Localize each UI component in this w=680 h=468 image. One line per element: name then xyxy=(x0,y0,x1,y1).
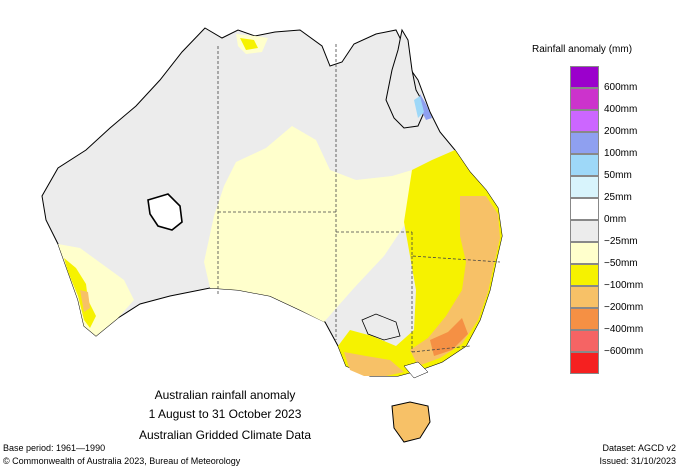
base-period: Base period: 1961—1990 xyxy=(3,443,106,453)
legend-label: −400mm xyxy=(604,324,644,335)
legend-label: −600mm xyxy=(604,346,644,357)
legend-label: −100mm xyxy=(604,280,644,291)
legend-swatch xyxy=(570,176,599,198)
legend-label: 0mm xyxy=(604,214,627,225)
anomaly-region-victoria-near-zero xyxy=(403,361,429,379)
anomaly-region-southwest-minus100 xyxy=(64,258,96,328)
legend-swatch xyxy=(570,198,599,220)
anomaly-region-queensland-coast-plus100 xyxy=(420,94,432,120)
anomaly-region-top-end-minus100 xyxy=(240,38,258,50)
legend-label: 100mm xyxy=(604,148,638,159)
legend-swatch xyxy=(570,88,599,110)
legend-swatch xyxy=(570,264,599,286)
issued-date: Issued: 31/10/2023 xyxy=(599,456,676,466)
legend-swatch xyxy=(570,330,599,352)
anomaly-region-east-minus200 xyxy=(410,196,500,366)
legend-swatch xyxy=(570,220,599,242)
lake-outline xyxy=(147,193,183,231)
copyright: © Commonwealth of Australia 2023, Bureau… xyxy=(3,456,241,466)
legend-label: 400mm xyxy=(604,104,638,115)
anomaly-region-queensland-coast-plus50 xyxy=(414,96,424,118)
legend-label: 600mm xyxy=(604,82,638,93)
anomaly-region-southeast-minus400 xyxy=(430,318,468,356)
map-period: 1 August to 31 October 2023 xyxy=(148,407,302,421)
legend-swatch xyxy=(570,286,599,308)
anomaly-region-south-minus200 xyxy=(344,352,404,376)
legend-title: Rainfall anomaly (mm) xyxy=(532,44,633,55)
legend-label: 200mm xyxy=(604,126,638,137)
legend-swatch xyxy=(570,110,599,132)
legend-label: −25mm xyxy=(604,236,638,247)
tasmania xyxy=(391,401,431,443)
anomaly-region-southwest-minus50 xyxy=(58,244,134,336)
legend-swatch xyxy=(570,66,599,88)
map-dataset-name: Australian Gridded Climate Data xyxy=(138,428,312,442)
anomaly-region-central-minus50 xyxy=(204,126,412,322)
legend-swatch xyxy=(570,132,599,154)
legend-label: −50mm xyxy=(604,258,638,269)
legend-label: 25mm xyxy=(604,192,632,203)
lake-eyre-outline xyxy=(361,313,401,341)
legend-swatch xyxy=(570,308,599,330)
legend-swatch xyxy=(570,242,599,264)
legend-swatch xyxy=(570,154,599,176)
map-title: Australian rainfall anomaly xyxy=(154,388,296,402)
legend-swatch xyxy=(570,352,599,374)
legend-label: 50mm xyxy=(604,170,632,181)
anomaly-region-southwest-minus200 xyxy=(80,290,90,312)
state-borders xyxy=(217,44,501,353)
legend-label: −200mm xyxy=(604,302,644,313)
dataset-label: Dataset: AGCD v2 xyxy=(602,443,676,453)
